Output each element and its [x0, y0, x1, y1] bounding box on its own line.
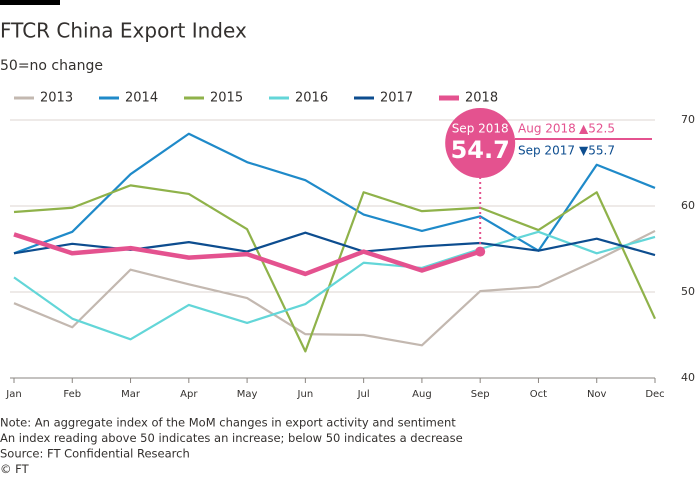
x-tick-label: Oct	[530, 389, 547, 400]
brand-bar	[0, 0, 60, 5]
y-tick-label: 70	[681, 113, 695, 126]
legend-label: 2015	[210, 91, 243, 106]
x-tick-label: Jun	[297, 389, 314, 400]
x-tick-label: Aug	[412, 389, 432, 400]
x-tick-label: Apr	[180, 389, 198, 400]
legend-label: 2016	[295, 91, 328, 106]
x-tick-label: Mar	[121, 389, 141, 400]
callout-value: 54.7	[451, 136, 510, 164]
series-line	[13, 232, 481, 277]
x-tick-label: May	[237, 389, 258, 400]
note: Note: An aggregate index of the MoM chan…	[0, 416, 456, 430]
chart-subtitle: 50=no change	[0, 58, 103, 74]
legend-label: 2017	[380, 91, 413, 106]
x-tick-label: Sep	[471, 389, 490, 400]
prev-month-value: ▲52.5	[579, 122, 615, 136]
series-line	[13, 184, 656, 353]
prev-year-label: Sep 2017	[518, 144, 575, 158]
legend-label: 2014	[125, 91, 158, 106]
y-tick-label: 60	[681, 199, 695, 212]
latest-point	[475, 246, 486, 257]
legend-label: 2018	[465, 91, 498, 106]
y-tick-label: 40	[681, 371, 695, 384]
legend-label: 2013	[40, 91, 73, 106]
x-tick-label: Jan	[5, 389, 21, 400]
callout-circle	[445, 108, 516, 178]
x-tick-label: Jul	[357, 389, 370, 400]
series-line	[13, 230, 656, 341]
note: An index reading above 50 indicates an i…	[0, 431, 463, 445]
prev-month-label: Aug 2018	[518, 122, 576, 136]
callout-label: Sep 2018	[452, 122, 509, 136]
prev-year-value: ▼55.7	[579, 144, 615, 158]
x-tick-label: Feb	[63, 389, 81, 400]
y-tick-label: 50	[681, 285, 695, 298]
chart-title: FTCR China Export Index	[0, 19, 247, 43]
note: © FT	[0, 462, 30, 476]
series-line	[13, 229, 656, 347]
x-tick-label: Nov	[587, 389, 607, 400]
note: Source: FT Confidential Research	[0, 447, 190, 461]
x-tick-label: Dec	[645, 389, 664, 400]
